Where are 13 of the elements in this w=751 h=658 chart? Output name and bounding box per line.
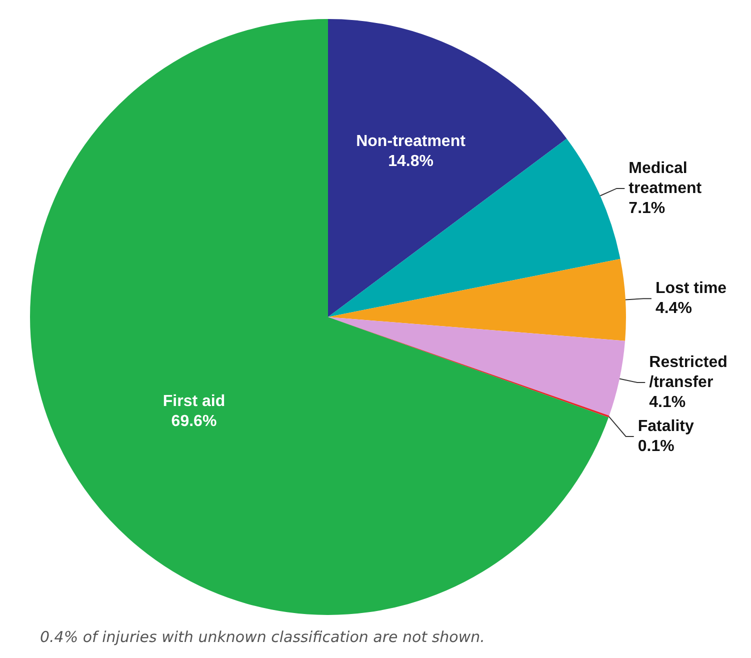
data-label: 0.1% xyxy=(638,438,674,455)
data-label: 4.1% xyxy=(649,394,686,411)
text: 0.4% of injuries with unknown classification are not shown. xyxy=(40,628,485,646)
data-label: 14.8% xyxy=(388,153,434,170)
slice-label: Non-treatment xyxy=(356,133,466,150)
slice-label: Medical treatment xyxy=(628,160,702,197)
slice-label: Lost time xyxy=(655,280,727,298)
data-label: 7.1% xyxy=(628,200,666,217)
data-label: 69.6% xyxy=(171,412,217,430)
slice-label: Fatality xyxy=(638,418,694,435)
data-label: 4.4% xyxy=(655,300,692,318)
slice-label: First aid xyxy=(162,392,226,410)
slice-label: Restricted /transfer xyxy=(649,354,728,391)
